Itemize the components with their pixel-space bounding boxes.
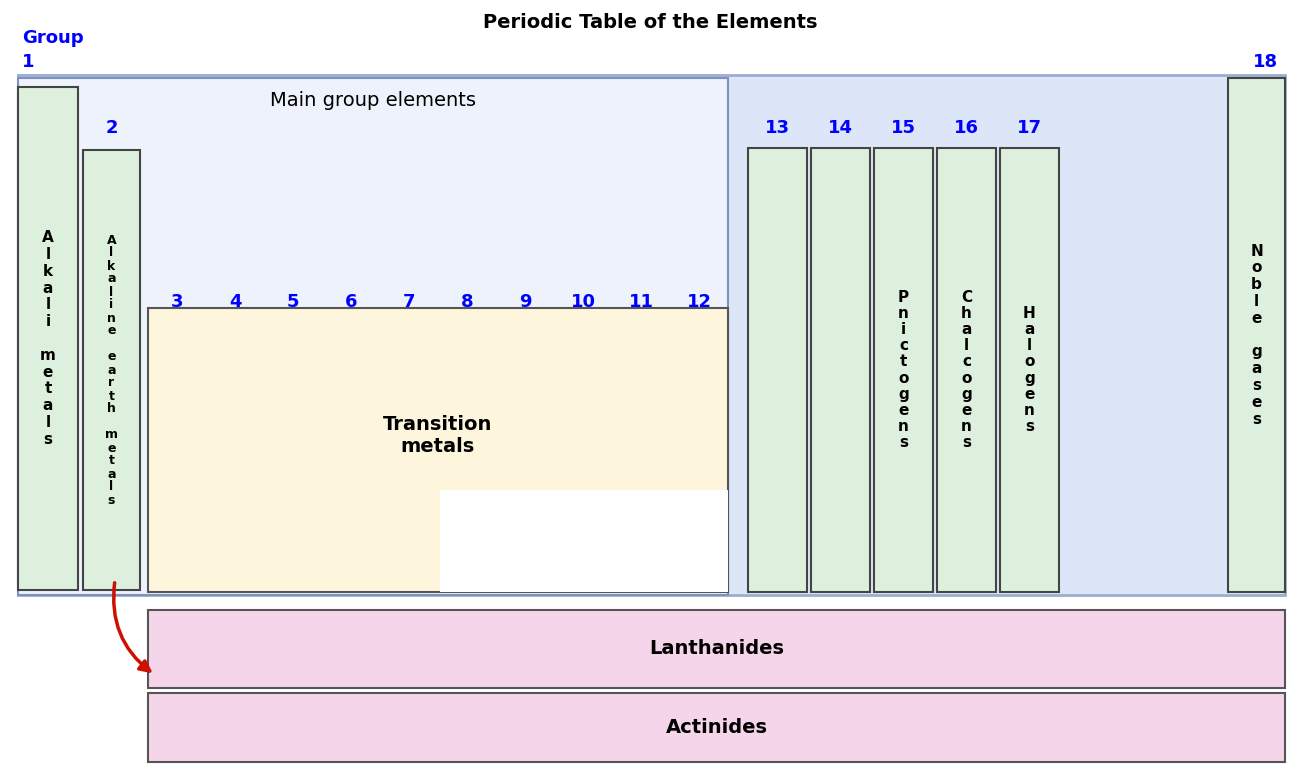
Bar: [148, 308, 728, 592]
Text: 3: 3: [170, 293, 183, 311]
Text: N
o
b
l
e
 
g
a
s
e
s: N o b l e g a s e s: [1251, 243, 1262, 426]
Text: 9: 9: [519, 293, 532, 311]
Bar: [1000, 148, 1060, 592]
Text: 4: 4: [229, 293, 242, 311]
Text: C
h
a
l
c
o
g
e
n
s: C h a l c o g e n s: [961, 290, 972, 450]
Text: Actinides: Actinides: [666, 718, 767, 737]
Text: 17: 17: [1017, 119, 1043, 137]
Bar: [439, 490, 728, 592]
Text: 5: 5: [287, 293, 299, 311]
Text: 1: 1: [22, 53, 35, 71]
Bar: [874, 148, 933, 592]
Bar: [937, 148, 996, 592]
Text: P
n
i
c
t
o
g
e
n
s: P n i c t o g e n s: [898, 290, 909, 450]
Text: 18: 18: [1253, 53, 1278, 71]
Text: 2: 2: [105, 119, 118, 137]
Bar: [747, 148, 807, 592]
Text: H
a
l
o
g
e
n
s: H a l o g e n s: [1023, 306, 1036, 434]
Text: A
l
k
a
l
i
 
m
e
t
a
l
s: A l k a l i m e t a l s: [40, 230, 56, 447]
Text: 14: 14: [828, 119, 853, 137]
Text: 11: 11: [628, 293, 654, 311]
Bar: [18, 75, 1284, 595]
Text: Lanthanides: Lanthanides: [649, 640, 784, 659]
Text: 13: 13: [764, 119, 790, 137]
Text: 8: 8: [460, 293, 473, 311]
Bar: [148, 693, 1284, 762]
Bar: [148, 610, 1284, 688]
Text: Transition
metals: Transition metals: [384, 415, 493, 456]
Bar: [1228, 78, 1284, 592]
Text: Group: Group: [22, 29, 83, 47]
Bar: [18, 78, 728, 595]
Text: 6: 6: [344, 293, 358, 311]
Text: 15: 15: [891, 119, 916, 137]
Text: A
l
k
a
l
i
n
e
 
e
a
r
t
h
 
m
e
t
a
l
s: A l k a l i n e e a r t h m e t a l s: [105, 233, 118, 506]
Text: Main group elements: Main group elements: [270, 91, 476, 110]
Text: Periodic Table of the Elements: Periodic Table of the Elements: [482, 12, 818, 31]
Bar: [18, 87, 78, 590]
Text: 7: 7: [403, 293, 415, 311]
Bar: [811, 148, 870, 592]
Text: 10: 10: [571, 293, 595, 311]
Text: 16: 16: [954, 119, 979, 137]
Text: 12: 12: [686, 293, 711, 311]
Bar: [83, 150, 140, 590]
